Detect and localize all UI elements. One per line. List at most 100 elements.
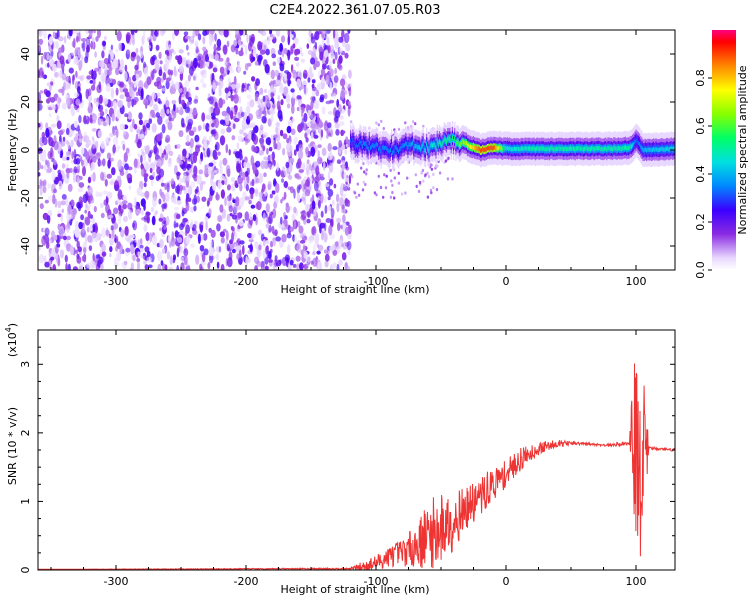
spectrogram-noise-cell [217, 215, 223, 223]
spectrogram-noise-cell [268, 214, 273, 225]
spectrogram-noise-cell [171, 100, 177, 105]
spectrogram-noise-cell [38, 103, 43, 111]
spectrogram-noise-cell [305, 146, 309, 155]
spectrogram-noise-cell [45, 90, 51, 98]
spectrogram-noise-cell [238, 50, 244, 57]
spectrogram-noise-cell [107, 191, 113, 199]
spectrogram-noise-cell [269, 30, 273, 35]
spectrogram-noise-cell [271, 104, 276, 109]
spectrogram-signal-cell [621, 146, 623, 151]
spectrogram-noise-cell [243, 70, 247, 75]
spectrogram-noise-cell [62, 235, 67, 241]
spectrogram-noise-cell [167, 121, 173, 131]
spectrogram-noise-cell [385, 174, 388, 178]
spectrogram-noise-cell [257, 54, 263, 62]
spectrogram-noise-cell [167, 158, 172, 168]
spectrogram-noise-cell [219, 204, 224, 213]
spectrogram-noise-cell [345, 181, 348, 185]
spectrogram-noise-cell [192, 107, 197, 116]
spectrogram-noise-cell [280, 99, 284, 106]
spectrogram-noise-cell [124, 234, 131, 242]
spectrogram-noise-cell [220, 189, 225, 199]
spectrogram-noise-cell [157, 115, 163, 125]
spectrogram-noise-cell [151, 215, 156, 226]
spectrogram-noise-cell [329, 149, 333, 161]
spectrogram-noise-cell [89, 30, 93, 38]
spectrogram-noise-cell [311, 86, 317, 92]
spectrogram-noise-cell [447, 156, 450, 160]
spectrogram-noise-cell [204, 216, 209, 222]
spectrogram-noise-cell [255, 78, 260, 87]
spectrogram-noise-cell [240, 111, 245, 118]
spectrogram-noise-cell [145, 211, 151, 216]
spectrogram-noise-cell [70, 139, 74, 148]
spectrogram-noise-cell [133, 123, 138, 130]
spectrogram-noise-cell [254, 188, 259, 197]
spectrogram-signal-cell [628, 146, 630, 151]
spectrogram-noise-cell [65, 76, 70, 82]
spectrogram-noise-cell [299, 232, 305, 239]
spectrogram-noise-cell [108, 137, 111, 142]
spectrogram-noise-cell [304, 132, 308, 139]
spectrogram-noise-cell [312, 251, 316, 256]
spectrogram-noise-cell [144, 145, 150, 155]
spectrogram-noise-cell [208, 52, 211, 58]
spectrogram-noise-cell [310, 57, 316, 65]
spectrogram-noise-cell [183, 87, 187, 93]
spectrogram-noise-cell [209, 253, 214, 264]
spectrogram-signal-cell [637, 140, 640, 146]
spectrogram-noise-cell [48, 137, 54, 147]
spectrogram-xtick-label: -200 [234, 275, 259, 288]
spectrogram-noise-cell [94, 67, 100, 72]
spectrogram-noise-cell [57, 172, 63, 181]
spectrogram-noise-cell [210, 129, 216, 135]
spectrogram-noise-cell [75, 104, 80, 109]
spectrogram-noise-cell [133, 83, 137, 88]
spectrogram-noise-cell [178, 130, 184, 138]
spectrogram-noise-cell [157, 263, 162, 270]
spectrogram-noise-cell [46, 215, 51, 224]
spectrogram-noise-cell [174, 206, 179, 211]
spectrogram-noise-cell [39, 152, 43, 162]
spectrogram-signal-cell [654, 147, 656, 153]
spectrogram-noise-cell [232, 123, 236, 130]
spectrogram-ytick-label: 20 [19, 95, 32, 109]
spectrogram-noise-cell [397, 181, 401, 185]
spectrogram-noise-cell [310, 260, 314, 265]
spectrogram-noise-cell [214, 107, 220, 116]
spectrogram-noise-cell [107, 214, 114, 219]
spectrogram-noise-cell [275, 121, 281, 128]
spectrogram-noise-cell [270, 47, 276, 56]
spectrogram-noise-cell [365, 168, 368, 172]
spectrogram-noise-cell [209, 61, 214, 69]
spectrogram-noise-cell [340, 224, 343, 230]
spectrogram-signal-cell [389, 148, 392, 153]
spectrogram-noise-cell [313, 233, 320, 239]
spectrogram-noise-cell [225, 93, 229, 101]
spectrogram-noise-cell [275, 125, 280, 135]
spectrogram-signal-cell [437, 142, 440, 147]
spectrogram-noise-cell [129, 234, 135, 239]
spectrogram-noise-cell [379, 185, 383, 190]
spectrogram-noise-cell [289, 259, 294, 266]
spectrogram-signal-cell [598, 146, 600, 151]
spectrogram-noise-cell [151, 70, 155, 81]
spectrogram-noise-cell [182, 217, 188, 223]
spectrogram-noise-cell [134, 64, 139, 71]
spectrogram-noise-cell [98, 81, 102, 90]
spectrogram-noise-cell [98, 256, 104, 265]
spectrogram-noise-cell [284, 72, 287, 81]
spectrogram-noise-cell [211, 115, 216, 120]
spectrogram-noise-cell [318, 185, 323, 192]
spectrogram-noise-cell [213, 43, 217, 53]
spectrogram-noise-cell [61, 194, 67, 200]
spectrogram-noise-cell [327, 110, 333, 115]
spectrogram-noise-cell [105, 229, 110, 236]
spectrogram-noise-cell [259, 49, 266, 55]
spectrogram-noise-cell [122, 130, 127, 135]
spectrogram-noise-cell [148, 95, 153, 102]
spectrogram-noise-cell [297, 123, 303, 133]
spectrogram-noise-cell [216, 223, 221, 232]
spectrogram-noise-cell [210, 229, 216, 238]
